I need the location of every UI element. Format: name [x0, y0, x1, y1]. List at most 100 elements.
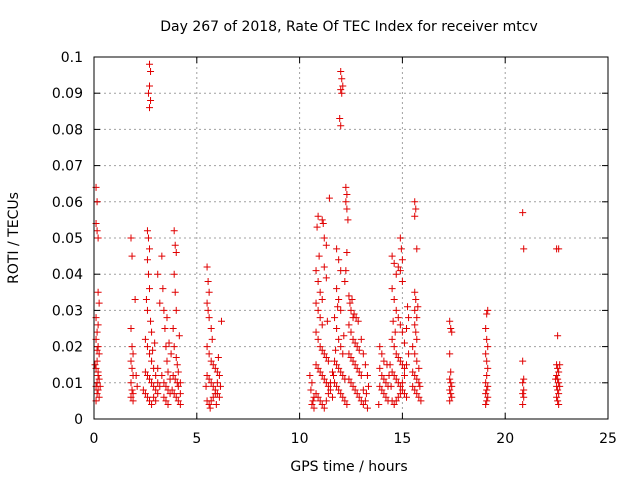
data-point — [215, 372, 223, 380]
data-point — [396, 321, 404, 329]
data-point — [150, 382, 158, 390]
data-point — [403, 361, 411, 369]
data-point — [127, 393, 135, 401]
data-point — [447, 325, 455, 332]
data-point — [170, 390, 178, 398]
data-point — [322, 397, 330, 405]
data-point — [167, 350, 175, 358]
data-point — [333, 325, 341, 332]
data-point — [312, 328, 320, 336]
data-point — [176, 401, 184, 409]
data-point — [400, 339, 408, 347]
data-point — [320, 263, 328, 271]
data-point — [387, 382, 395, 390]
data-point — [553, 393, 561, 401]
data-point — [355, 368, 363, 376]
data-point — [484, 382, 492, 390]
data-point — [413, 390, 421, 398]
data-point — [204, 306, 212, 314]
data-point — [554, 332, 562, 340]
data-point — [144, 270, 152, 278]
data-point — [396, 382, 404, 390]
data-point — [519, 379, 527, 387]
data-point — [150, 393, 158, 401]
data-point — [143, 372, 151, 380]
data-point — [94, 321, 102, 329]
data-point — [337, 86, 345, 94]
data-point — [127, 379, 135, 387]
data-point — [146, 104, 154, 112]
data-point — [405, 314, 413, 322]
data-point — [325, 194, 333, 202]
data-point — [357, 372, 365, 380]
data-point — [520, 386, 528, 394]
data-point — [415, 379, 423, 387]
data-point — [361, 397, 369, 405]
data-point — [483, 335, 491, 343]
data-point — [143, 256, 151, 264]
data-point — [316, 368, 324, 376]
data-point — [341, 397, 349, 405]
data-point — [168, 386, 176, 394]
x-tick-label: 15 — [393, 431, 411, 447]
data-point — [333, 382, 341, 390]
data-point — [152, 397, 160, 405]
data-point — [175, 332, 183, 340]
data-point — [484, 393, 492, 401]
data-point — [344, 216, 352, 224]
data-point — [95, 393, 103, 401]
data-point — [353, 390, 361, 398]
data-point — [341, 277, 349, 285]
data-point — [172, 306, 180, 314]
data-point — [146, 60, 154, 68]
data-point — [318, 321, 326, 329]
data-point — [211, 390, 219, 398]
data-point — [309, 397, 317, 405]
data-point — [142, 296, 150, 304]
data-point — [409, 368, 417, 376]
data-point — [392, 270, 400, 278]
y-tick-label: 0.01 — [52, 376, 83, 392]
data-point — [158, 252, 166, 260]
data-point — [345, 321, 353, 329]
data-point — [388, 252, 396, 260]
data-point — [156, 382, 164, 390]
data-point — [335, 335, 343, 343]
data-point — [376, 343, 384, 351]
data-point — [482, 325, 490, 332]
data-point — [351, 361, 359, 369]
data-point — [318, 401, 326, 409]
data-point — [392, 397, 400, 405]
x-tick-label: 0 — [90, 431, 99, 447]
data-point — [320, 404, 328, 412]
data-point — [520, 393, 528, 401]
data-point — [411, 372, 419, 380]
data-point — [413, 375, 421, 383]
data-point — [390, 372, 398, 380]
data-point — [127, 357, 135, 365]
data-point — [176, 390, 184, 398]
data-point — [484, 306, 492, 314]
data-point — [213, 379, 221, 387]
data-point — [171, 288, 179, 296]
data-point — [318, 346, 326, 354]
data-point — [334, 303, 342, 311]
data-point — [349, 335, 357, 343]
data-point — [314, 277, 322, 285]
data-point — [215, 393, 223, 401]
data-point — [396, 357, 404, 365]
data-point — [388, 335, 396, 343]
data-point — [359, 350, 367, 358]
data-point — [141, 390, 149, 398]
data-point — [404, 303, 412, 311]
data-point — [314, 306, 322, 314]
data-point — [552, 375, 560, 383]
data-point — [172, 393, 180, 401]
data-point — [154, 379, 162, 387]
data-point — [143, 306, 151, 314]
data-point — [409, 382, 417, 390]
data-point — [338, 89, 346, 97]
data-point — [94, 288, 102, 296]
data-point — [412, 328, 420, 336]
